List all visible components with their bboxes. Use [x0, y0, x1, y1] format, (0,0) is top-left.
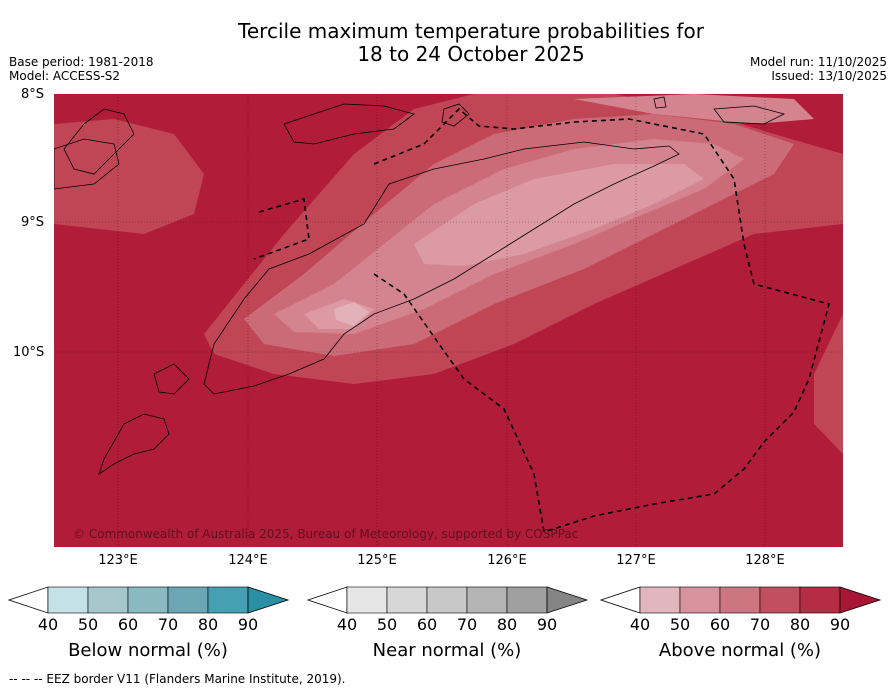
colorbar-above-tick: 50 — [669, 615, 691, 634]
colorbar-below — [8, 586, 290, 614]
coastlines — [54, 96, 786, 475]
colorbar-near-segment — [466, 586, 508, 614]
probability-map — [54, 94, 843, 547]
colorbar-below-segment — [207, 586, 249, 614]
colorbar-above-tick: 60 — [709, 615, 731, 634]
colorbar-title-below: Below normal (%) — [68, 640, 228, 661]
graticule — [54, 94, 843, 547]
colorbar-above-segment — [799, 586, 841, 614]
lon-label-126e: 126°E — [487, 553, 527, 568]
eez-border — [253, 107, 830, 533]
lat-label-10s: 10°S — [13, 345, 45, 360]
colorbar-near-arrow-low — [307, 586, 348, 614]
meta-right: Model run: 11/10/2025 Issued: 13/10/2025 — [750, 55, 887, 83]
title-line-2: 18 to 24 October 2025 — [357, 42, 585, 66]
copyright-notice: © Commonwealth of Australia 2025, Bureau… — [73, 527, 579, 541]
colorbar-below-tick: 90 — [237, 615, 259, 634]
colorbar-below-segment — [47, 586, 89, 614]
lat-label-8s: 8°S — [21, 87, 45, 102]
band-40-strip — [414, 164, 704, 266]
colorbar-near-tick: 90 — [536, 615, 558, 634]
colorbar-below-segment — [87, 586, 129, 614]
colorbar-below-arrow-high — [247, 586, 290, 614]
colorbar-above-arrow-high — [839, 586, 882, 614]
colorbar-near-segment — [346, 586, 388, 614]
lon-label-125e: 125°E — [357, 553, 397, 568]
colorbar-below-segment — [167, 586, 209, 614]
colorbar-near-tick: 60 — [416, 615, 438, 634]
colorbar-near-tick: 50 — [376, 615, 398, 634]
eez-legend-footer: -- -- -- EEZ border V11 (Flanders Marine… — [9, 672, 346, 686]
colorbar-below-tick: 70 — [157, 615, 179, 634]
band-peak-west — [334, 302, 369, 326]
colorbar-below-tick: 60 — [117, 615, 139, 634]
colorbar-above-tick: 80 — [789, 615, 811, 634]
colorbar-above-segment — [679, 586, 721, 614]
colorbar-near-tick: 80 — [496, 615, 518, 634]
colorbar-below-tick: 50 — [77, 615, 99, 634]
colorbar-above-arrow-low — [600, 586, 641, 614]
colorbar-above-tick: 40 — [629, 615, 651, 634]
colorbar-above-segment — [639, 586, 681, 614]
band-70-north — [54, 119, 204, 234]
title-line-1: Tercile maximum temperature probabilitie… — [238, 19, 704, 43]
issued-date: Issued: 13/10/2025 — [771, 69, 887, 83]
colorbar-below-tick: 40 — [37, 615, 59, 634]
band-east-edge — [814, 314, 843, 454]
lon-label-123e: 123°E — [98, 553, 138, 568]
meta-left: Base period: 1981-2018 Model: ACCESS-S2 — [9, 55, 154, 83]
colorbar-near-tick: 70 — [456, 615, 478, 634]
colorbar-near-arrow-high — [546, 586, 589, 614]
colorbar-above-segment — [719, 586, 761, 614]
colorbar-above-tick: 90 — [829, 615, 851, 634]
lat-label-9s: 9°S — [21, 215, 45, 230]
colorbar-near-tick: 40 — [336, 615, 358, 634]
colorbar-title-near: Near normal (%) — [372, 640, 522, 661]
colorbar-above-segment — [759, 586, 801, 614]
colorbar-below-tick: 80 — [197, 615, 219, 634]
colorbar-near-segment — [506, 586, 548, 614]
lon-label-128e: 128°E — [745, 553, 785, 568]
model-run: Model run: 11/10/2025 — [749, 55, 887, 69]
band-north-pale — [574, 94, 814, 124]
colorbar-above-tick: 70 — [749, 615, 771, 634]
model-name: Model: ACCESS-S2 — [9, 69, 121, 83]
colorbar-near-segment — [386, 586, 428, 614]
base-period: Base period: 1981-2018 — [9, 55, 154, 69]
colorbar-below-arrow-low — [8, 586, 49, 614]
colorbar-below-segment — [127, 586, 169, 614]
colorbar-above — [600, 586, 882, 614]
lon-label-127e: 127°E — [616, 553, 656, 568]
lon-label-124e: 124°E — [228, 553, 268, 568]
colorbar-title-above: Above normal (%) — [658, 640, 822, 661]
colorbar-near — [307, 586, 589, 614]
colorbar-near-segment — [426, 586, 468, 614]
map-title: Tercile maximum temperature probabilitie… — [0, 20, 896, 66]
